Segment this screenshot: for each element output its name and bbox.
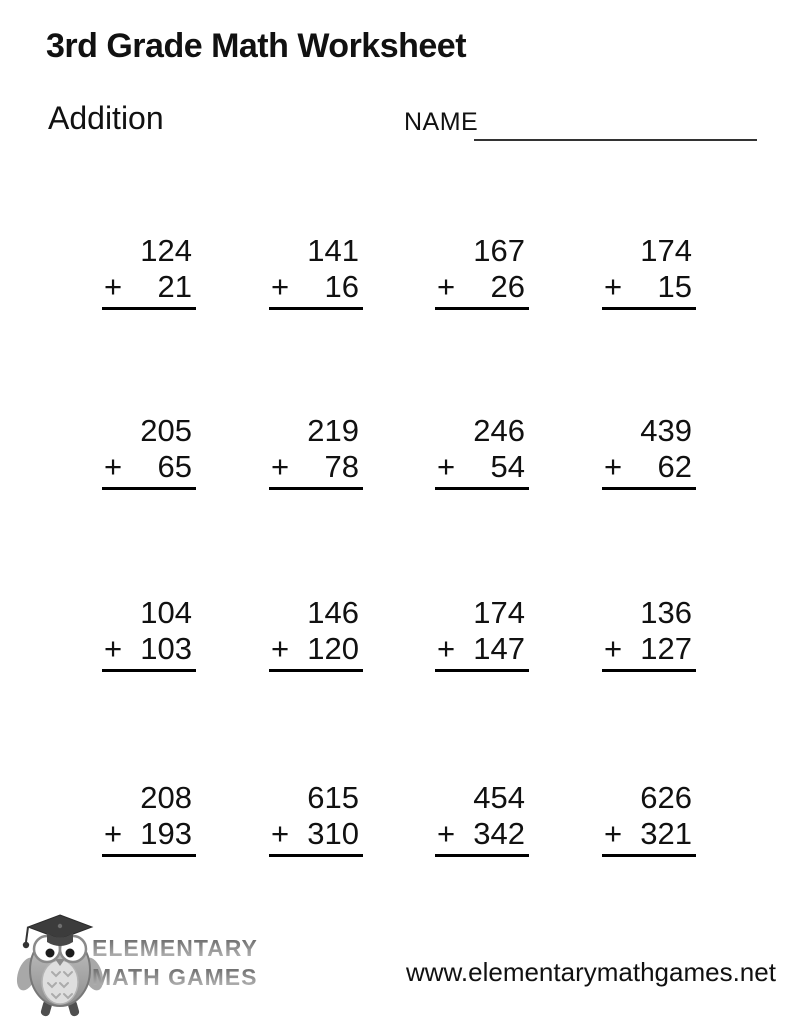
plus-operator: + [271, 631, 290, 666]
addition-problem: 174 +15 [602, 233, 696, 310]
top-operand: 141 [307, 233, 359, 268]
logo-line-1: ELEMENTARY [92, 935, 258, 961]
addition-problem: 141 +16 [269, 233, 363, 310]
addition-problem: 167 +26 [435, 233, 529, 310]
plus-operator: + [104, 449, 123, 484]
addition-problem: 174 +147 [435, 595, 529, 672]
plus-operator: + [271, 449, 290, 484]
plus-operator: + [604, 269, 623, 304]
top-operand: 104 [140, 595, 192, 630]
top-operand: 208 [140, 780, 192, 815]
bottom-operand: 78 [324, 449, 359, 484]
top-operand: 146 [307, 595, 359, 630]
top-operand: 626 [640, 780, 692, 815]
addition-problem: 205 +65 [102, 413, 196, 490]
plus-operator: + [271, 269, 290, 304]
bottom-operand: 21 [157, 269, 192, 304]
plus-operator: + [437, 816, 456, 851]
plus-operator: + [604, 631, 623, 666]
top-operand: 219 [307, 413, 359, 448]
logo-line-2: MATH GAMES [92, 964, 258, 990]
top-operand: 136 [640, 595, 692, 630]
bottom-operand: 127 [640, 631, 692, 666]
addition-problem: 439 +62 [602, 413, 696, 490]
addition-problem: 454 +342 [435, 780, 529, 857]
bottom-operand: 147 [473, 631, 525, 666]
plus-operator: + [604, 449, 623, 484]
addition-problem: 626 +321 [602, 780, 696, 857]
addition-problem: 246 +54 [435, 413, 529, 490]
page-title: 3rd Grade Math Worksheet [46, 27, 467, 65]
worksheet-topic: Addition [48, 100, 164, 136]
addition-problem: 146 +120 [269, 595, 363, 672]
top-operand: 439 [640, 413, 692, 448]
addition-problem: 208 +193 [102, 780, 196, 857]
plus-operator: + [437, 269, 456, 304]
addition-problem: 136 +127 [602, 595, 696, 672]
website-url: www.elementarymathgames.net [406, 957, 776, 987]
top-operand: 174 [640, 233, 692, 268]
bottom-operand: 342 [473, 816, 525, 851]
name-blank-line [474, 139, 757, 141]
bottom-operand: 193 [140, 816, 192, 851]
bottom-operand: 321 [640, 816, 692, 851]
plus-operator: + [271, 816, 290, 851]
addition-problem: 104 +103 [102, 595, 196, 672]
plus-operator: + [104, 269, 123, 304]
addition-problem: 615 +310 [269, 780, 363, 857]
bottom-operand: 65 [157, 449, 192, 484]
top-operand: 246 [473, 413, 525, 448]
top-operand: 124 [140, 233, 192, 268]
top-operand: 615 [307, 780, 359, 815]
top-operand: 205 [140, 413, 192, 448]
bottom-operand: 26 [490, 269, 525, 304]
bottom-operand: 62 [657, 449, 692, 484]
top-operand: 454 [473, 780, 525, 815]
addition-problem: 124 +21 [102, 233, 196, 310]
name-label: NAME [404, 108, 479, 136]
plus-operator: + [104, 631, 123, 666]
bottom-operand: 15 [657, 269, 692, 304]
bottom-operand: 120 [307, 631, 359, 666]
plus-operator: + [104, 816, 123, 851]
plus-operator: + [604, 816, 623, 851]
bottom-operand: 16 [324, 269, 359, 304]
top-operand: 167 [473, 233, 525, 268]
addition-problem: 219 +78 [269, 413, 363, 490]
plus-operator: + [437, 631, 456, 666]
owl-graduate-icon [16, 914, 104, 1017]
bottom-operand: 54 [490, 449, 525, 484]
bottom-operand: 310 [307, 816, 359, 851]
plus-operator: + [437, 449, 456, 484]
logo-wordmark: ELEMENTARY MATH GAMES [92, 934, 258, 992]
bottom-operand: 103 [140, 631, 192, 666]
top-operand: 174 [473, 595, 525, 630]
